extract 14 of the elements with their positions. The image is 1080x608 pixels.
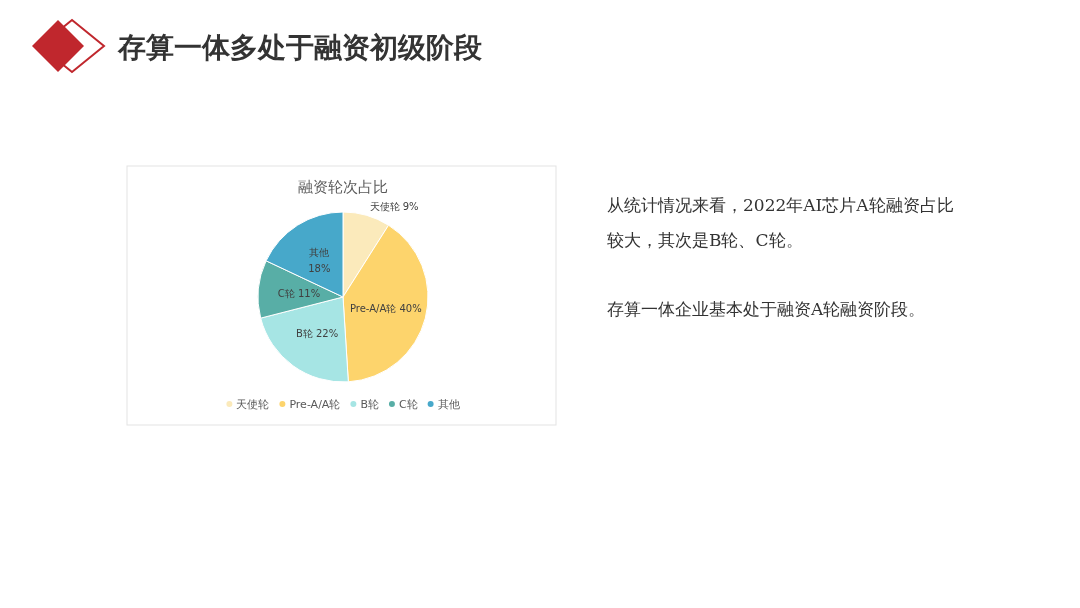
legend-label: 其他 [437,398,460,411]
text: 从统计情况来看，2022年AI芯片A轮融资占比较大，其次是B轮、C轮。 [607,194,955,252]
legend-label: 天使轮 [236,398,270,411]
data-label: Pre-A/A轮 40% [349,302,422,314]
chart-subtitle: 融资轮次占比 [298,178,388,196]
data-label: C轮 11% [277,287,321,299]
text: 存算一体企业基本处于融资A轮融资阶段。 [607,298,927,321]
legend-label: Pre-A/A轮 [289,398,341,411]
legend-label: C轮 [398,398,418,411]
data-label: 其他 18% [308,246,331,274]
chart-title: 存算一体多处于融资初级阶段 [117,31,483,64]
legend-label: B轮 [360,398,379,411]
data-label: 天使轮 9% [369,200,419,212]
data-label: B轮 22% [295,327,339,339]
